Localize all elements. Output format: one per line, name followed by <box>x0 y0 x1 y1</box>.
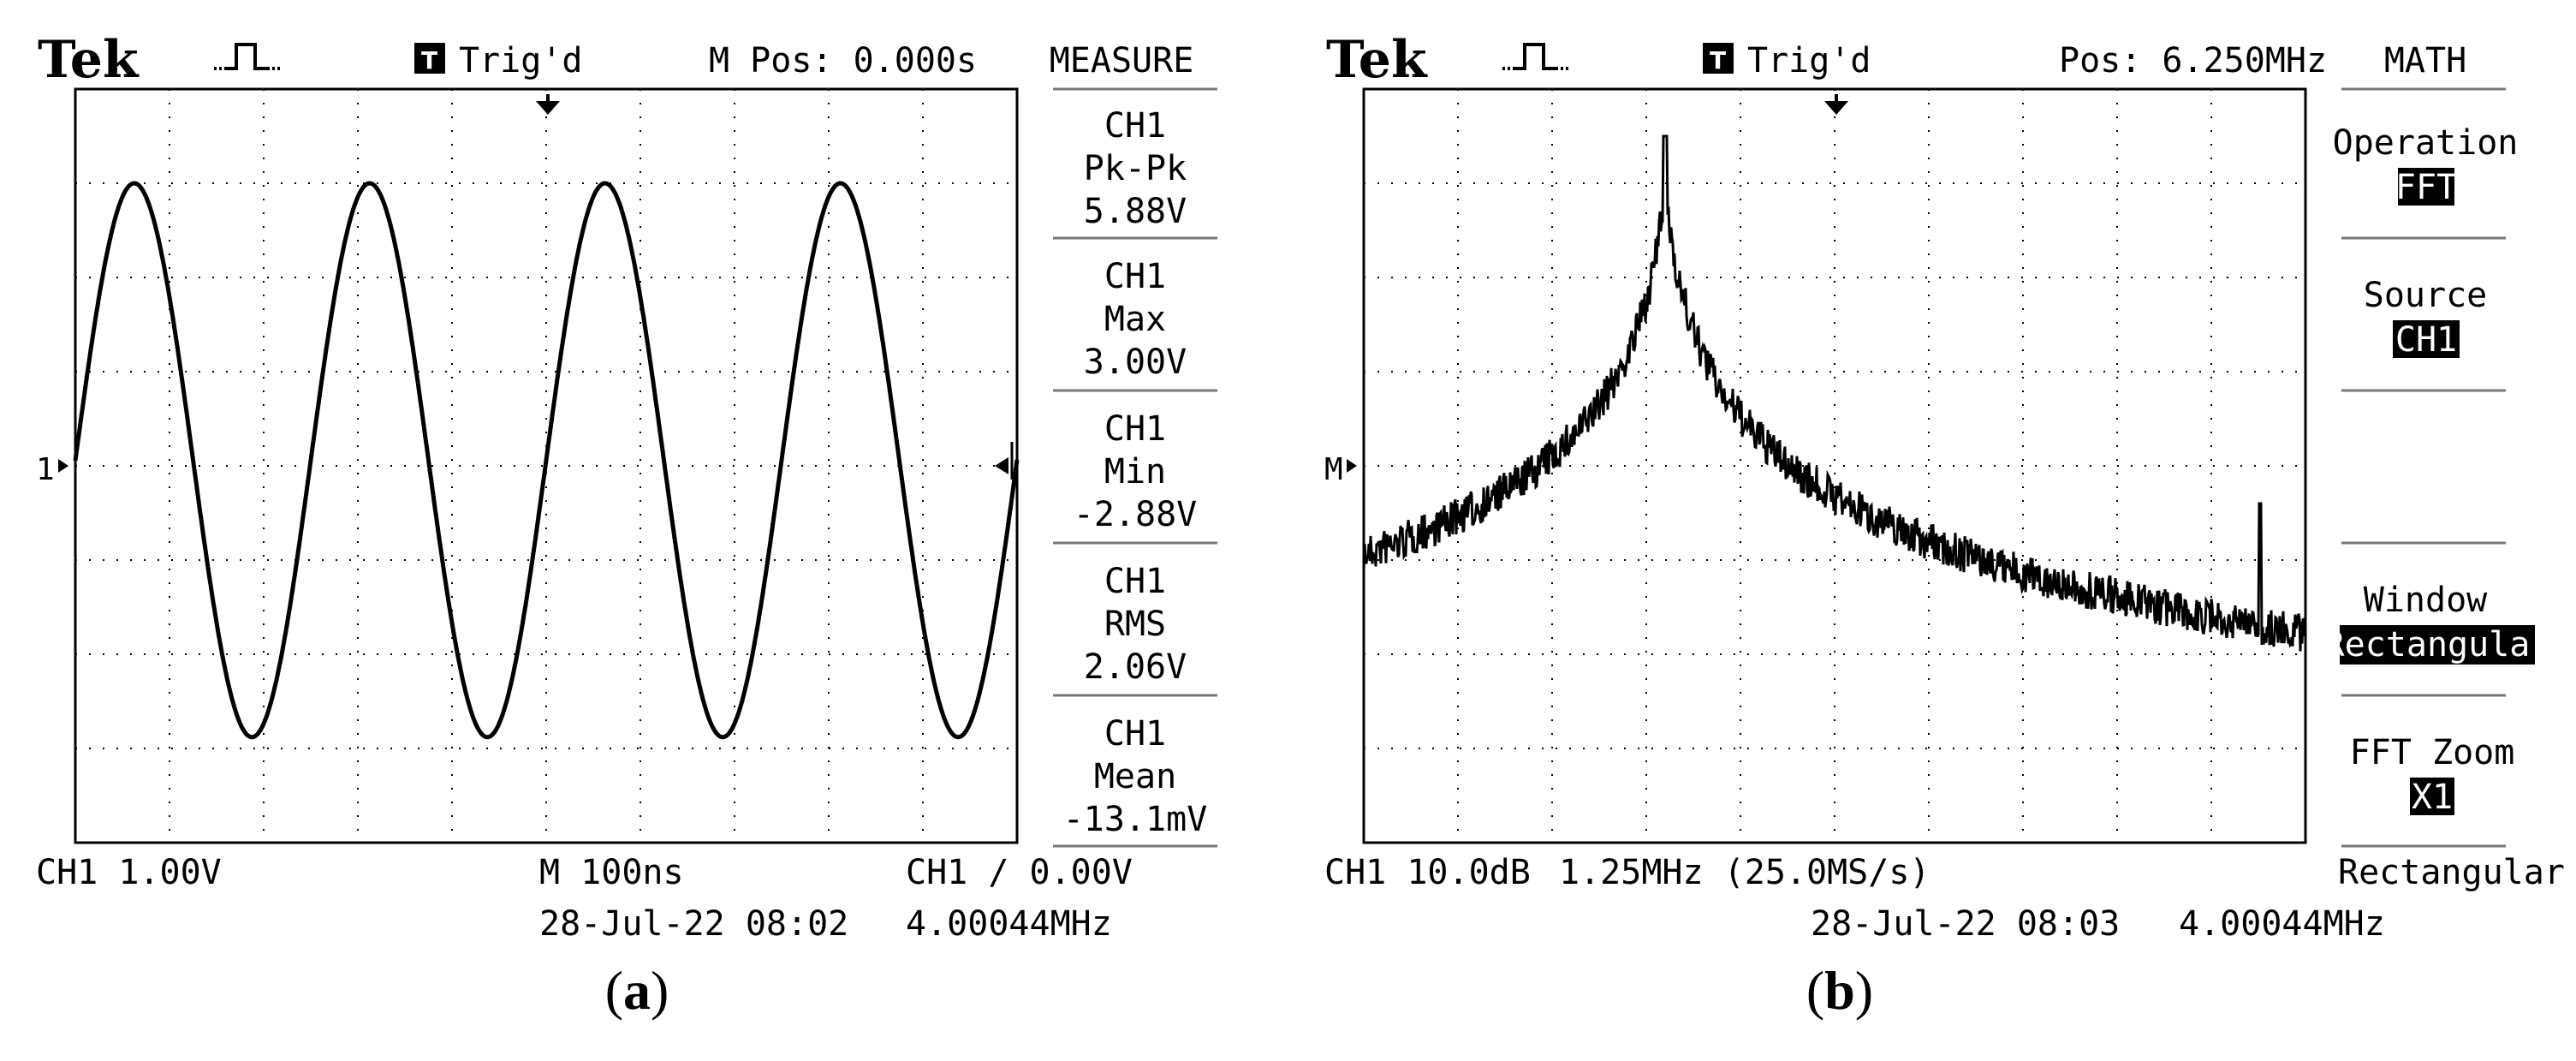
ch1-scale: CH1 1.00V <box>36 853 222 892</box>
fft-zoom-button[interactable]: FFT Zoom X1 <box>2350 733 2515 817</box>
trigger-frequency: 4.00044MHz <box>2179 904 2385 944</box>
horizontal-position: Pos: 6.250MHz <box>2059 41 2327 80</box>
acquisition-run-icon <box>214 43 283 70</box>
window-status: Rectangular <box>2338 853 2565 892</box>
measure-mean-button[interactable]: CH1 Mean -13.1mV <box>1063 714 1208 839</box>
fft-span: 1.25MHz (25.0MS/s) <box>1559 853 1930 892</box>
source-button[interactable]: Source CH1 <box>2364 276 2488 360</box>
measure-5-value: -13.1mV <box>1063 800 1208 839</box>
fft-spectrum-trace <box>1362 134 2307 652</box>
operation-value: FFT <box>2395 168 2457 207</box>
ch1-scale: CH1 10.0dB <box>1324 853 1531 892</box>
measure-2-value: 3.00V <box>1084 343 1187 382</box>
measure-1-channel: CH1 <box>1104 106 1166 146</box>
measure-min-button[interactable]: CH1 Min -2.88V <box>1074 409 1198 534</box>
measure-pkpk-button[interactable]: CH1 Pk-Pk 5.88V <box>1084 106 1187 231</box>
ch1-ground-marker: 1 <box>36 452 55 487</box>
measure-rms-button[interactable]: CH1 RMS 2.06V <box>1084 562 1187 687</box>
graticule <box>1362 87 2307 844</box>
trigger-info: CH1 ∕ 0.00V <box>906 853 1133 892</box>
fft-zoom-value: X1 <box>2412 778 2453 817</box>
measure-max-button[interactable]: CH1 Max 3.00V <box>1084 257 1187 382</box>
fft-zoom-label: FFT Zoom <box>2350 733 2515 772</box>
measure-1-value: 5.88V <box>1084 192 1187 231</box>
trigger-level-marker <box>995 457 1008 474</box>
measure-5-label: Mean <box>1094 757 1176 796</box>
trigger-icon <box>1703 43 1734 74</box>
acquisition-run-icon <box>1502 43 1571 70</box>
timebase: M 100ns <box>539 853 684 892</box>
datetime: 28-Jul-22 08:02 <box>539 904 848 944</box>
source-label: Source <box>2364 276 2488 315</box>
figure-caption-a: (a) <box>604 960 669 1021</box>
window-button[interactable]: Window Rectangular <box>2324 581 2551 665</box>
trigger-position-marker <box>536 101 560 115</box>
operation-button[interactable]: Operation FFT <box>2333 123 2519 207</box>
math-ground-marker: M <box>1324 452 1343 487</box>
measure-3-value: -2.88V <box>1074 495 1198 534</box>
trigger-state: Trig'd <box>1747 41 1871 80</box>
measure-3-label: Min <box>1104 452 1166 492</box>
tek-logo: Tek <box>38 30 140 90</box>
trigger-icon <box>414 43 445 74</box>
window-value: Rectangular <box>2324 625 2551 665</box>
trigger-state: Trig'd <box>459 41 583 80</box>
horizontal-position: M Pos: 0.000s <box>709 41 977 80</box>
source-value: CH1 <box>2395 320 2457 360</box>
measure-2-label: Max <box>1104 300 1166 339</box>
measure-menu: CH1 Pk-Pk 5.88V CH1 Max 3.00V CH1 Min -2… <box>1053 87 1217 848</box>
measure-3-channel: CH1 <box>1104 409 1166 449</box>
ch1-sine-waveform <box>73 181 1020 740</box>
trigger-position-marker <box>1824 101 1848 115</box>
svg-text:T: T <box>421 46 437 75</box>
measure-4-value: 2.06V <box>1084 647 1187 687</box>
oscilloscope-screen-a: Tek T Trig'd M Pos: 0.000s MEASURE 1 <box>36 30 1217 1021</box>
datetime: 28-Jul-22 08:03 <box>1811 904 2120 944</box>
measure-1-label: Pk-Pk <box>1084 149 1187 188</box>
scope-b-display: Tek T Trig'd Pos: 6.250MHz MATH M <box>1324 30 2565 944</box>
measure-4-label: RMS <box>1104 605 1166 644</box>
oscilloscope-screen-b: Tek T Trig'd Pos: 6.250MHz MATH M <box>1288 0 2576 1061</box>
menu-title: MEASURE <box>1050 41 1194 80</box>
operation-label: Operation <box>2333 123 2519 163</box>
measure-4-channel: CH1 <box>1104 562 1166 601</box>
math-menu: Operation FFT Source CH1 Window Rectangu… <box>2324 87 2551 848</box>
scope-a-display: Tek T Trig'd M Pos: 0.000s MEASURE 1 <box>36 30 1217 944</box>
menu-title: MATH <box>2384 41 2466 80</box>
measure-5-channel: CH1 <box>1104 714 1166 754</box>
window-label: Window <box>2364 581 2488 620</box>
tek-logo: Tek <box>1326 30 1428 90</box>
measure-2-channel: CH1 <box>1104 257 1166 296</box>
svg-text:T: T <box>1710 46 1726 75</box>
figure-caption-b: (b) <box>1806 960 1874 1021</box>
trigger-frequency: 4.00044MHz <box>906 904 1112 944</box>
